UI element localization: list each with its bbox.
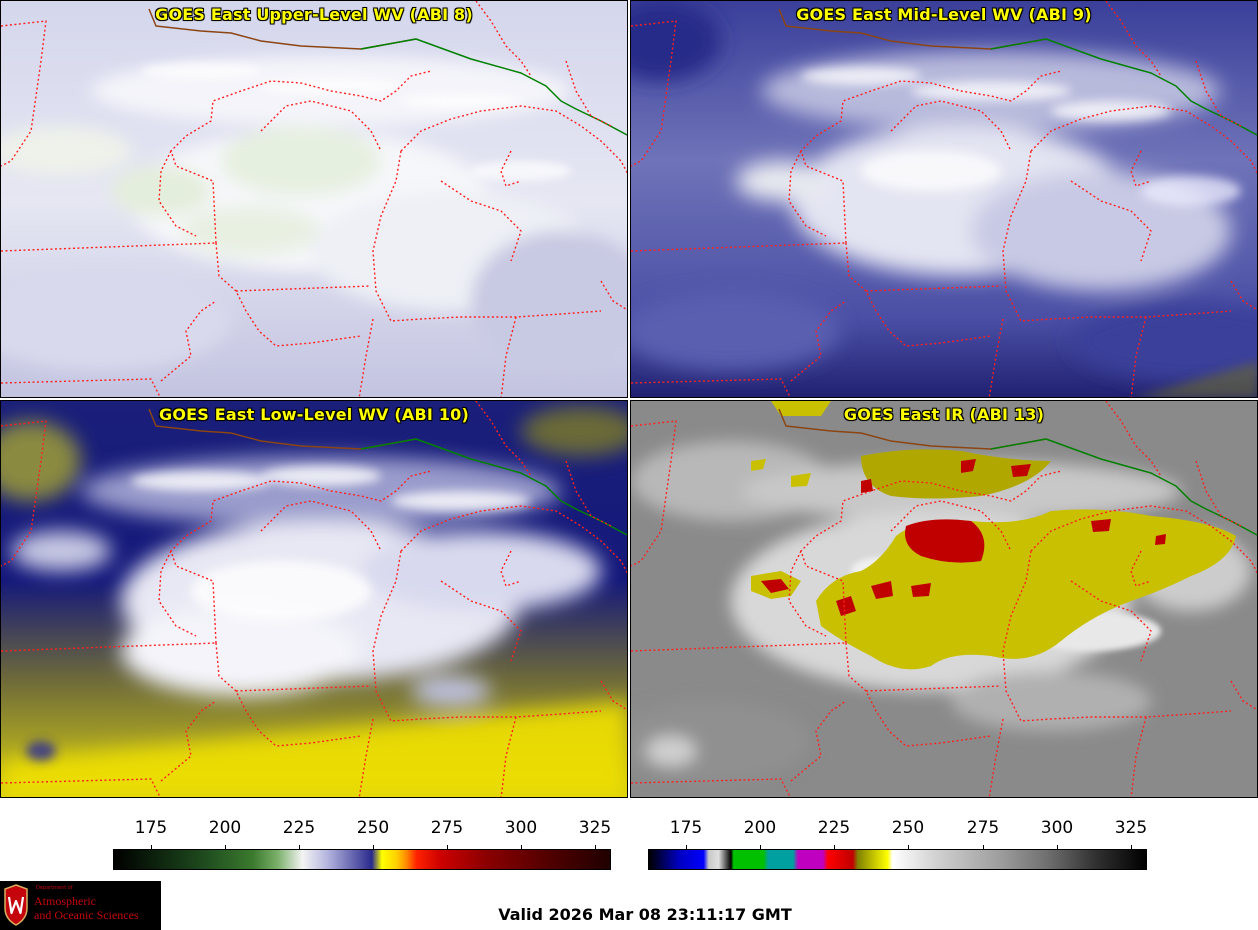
colorbar-tick-label: 225 <box>282 818 316 838</box>
colorbar-tick-label: 175 <box>134 818 168 838</box>
logo-line-2: and Oceanic Sciences <box>34 908 139 922</box>
colorbar-tick-mark <box>1057 845 1058 849</box>
colorbar-tick-mark <box>834 845 835 849</box>
low-level-wv-image <box>1 401 627 797</box>
colorbar-tick-mark <box>447 845 448 849</box>
water-vapor-color-scale <box>113 849 611 870</box>
logo-dept-text: Department of <box>36 885 73 891</box>
upper-level-wv-panel: GOES East Upper-Level WV (ABI 8) <box>0 0 628 398</box>
colorbar-tick-mark <box>760 845 761 849</box>
colorbar-tick-mark <box>1131 845 1132 849</box>
colorbar-tick-label: 175 <box>669 818 703 838</box>
panel-title: GOES East IR (ABI 13) <box>843 405 1045 424</box>
colorbar-tick-mark <box>225 845 226 849</box>
colorbar-tick-mark <box>983 845 984 849</box>
colorbar-tick-mark <box>521 845 522 849</box>
panel-title: GOES East Low-Level WV (ABI 10) <box>158 405 469 424</box>
logo-line-1: Atmospheric <box>34 894 96 908</box>
colorbar-tick-mark <box>151 845 152 849</box>
colorbar-tick-mark <box>908 845 909 849</box>
mid-level-wv-panel: GOES East Mid-Level WV (ABI 9) <box>630 0 1258 398</box>
colorbar-tick-label: 275 <box>966 818 1000 838</box>
ir-image <box>631 401 1257 797</box>
uw-crest-icon <box>4 884 28 926</box>
colorbar-tick-label: 275 <box>430 818 464 838</box>
ir-panel: GOES East IR (ABI 13) <box>630 400 1258 798</box>
colorbar-tick-label: 250 <box>356 818 390 838</box>
colorbar-tick-label: 225 <box>817 818 851 838</box>
colorbar-tick-label: 325 <box>578 818 612 838</box>
infrared-color-scale <box>648 849 1147 870</box>
colorbar-tick-label: 325 <box>1114 818 1148 838</box>
colorbar-tick-mark <box>595 845 596 849</box>
colorbar-tick-mark <box>686 845 687 849</box>
upper-level-wv-image <box>1 1 627 397</box>
mid-level-wv-image <box>631 1 1257 397</box>
colorbar-tick-label: 200 <box>743 818 777 838</box>
low-level-wv-panel: GOES East Low-Level WV (ABI 10) <box>0 400 628 798</box>
valid-time-label: Valid 2026 Mar 08 23:11:17 GMT <box>498 905 792 924</box>
panel-title: GOES East Mid-Level WV (ABI 9) <box>796 5 1092 24</box>
colorbar-tick-label: 200 <box>208 818 242 838</box>
colorbar-tick-mark <box>373 845 374 849</box>
colorbar-tick-label: 250 <box>891 818 925 838</box>
aos-logo: Department of Atmospheric and Oceanic Sc… <box>0 881 161 930</box>
colorbar-tick-mark <box>299 845 300 849</box>
panel-title: GOES East Upper-Level WV (ABI 8) <box>155 5 473 24</box>
colorbar-tick-label: 300 <box>504 818 538 838</box>
colorbar-tick-label: 300 <box>1040 818 1074 838</box>
